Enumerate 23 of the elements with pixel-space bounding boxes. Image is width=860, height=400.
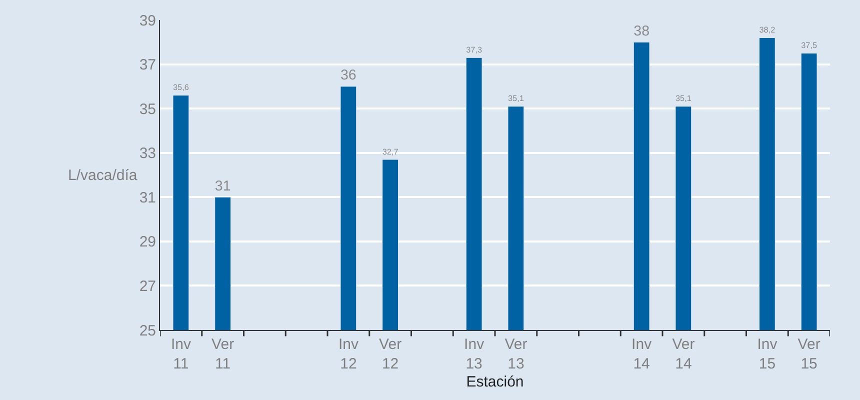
- x-tick-label: Inv 13: [464, 336, 485, 372]
- x-tick-label: Inv 12: [338, 336, 359, 372]
- x-tick-label: Ver 13: [504, 336, 528, 372]
- y-tick-label: 33: [139, 145, 156, 162]
- data-label: 36: [340, 68, 356, 84]
- y-tick-label: 27: [139, 278, 156, 295]
- y-tick-label: 31: [139, 189, 156, 206]
- x-tick-label: Ver 14: [672, 336, 695, 372]
- x-tick-label: Inv 11: [170, 336, 192, 372]
- x-tick-label: Inv 15: [757, 336, 778, 372]
- data-label: 38: [634, 23, 650, 40]
- x-tick-label: Ver 11: [212, 336, 234, 372]
- data-label: 31: [214, 178, 231, 194]
- x-tick-label: Ver 12: [379, 336, 402, 372]
- y-tick-label: 25: [139, 322, 156, 340]
- y-tick-label: 39: [139, 12, 156, 30]
- x-tick-label: Inv 14: [632, 336, 652, 372]
- y-axis-title: L/vaca/día: [68, 167, 138, 184]
- y-tick-label: 37: [139, 56, 156, 74]
- x-axis-title: Estación: [466, 374, 524, 390]
- y-tick-label: 29: [139, 234, 156, 251]
- y-tick-label: 35: [139, 100, 156, 118]
- x-tick-label: Ver 15: [798, 336, 820, 372]
